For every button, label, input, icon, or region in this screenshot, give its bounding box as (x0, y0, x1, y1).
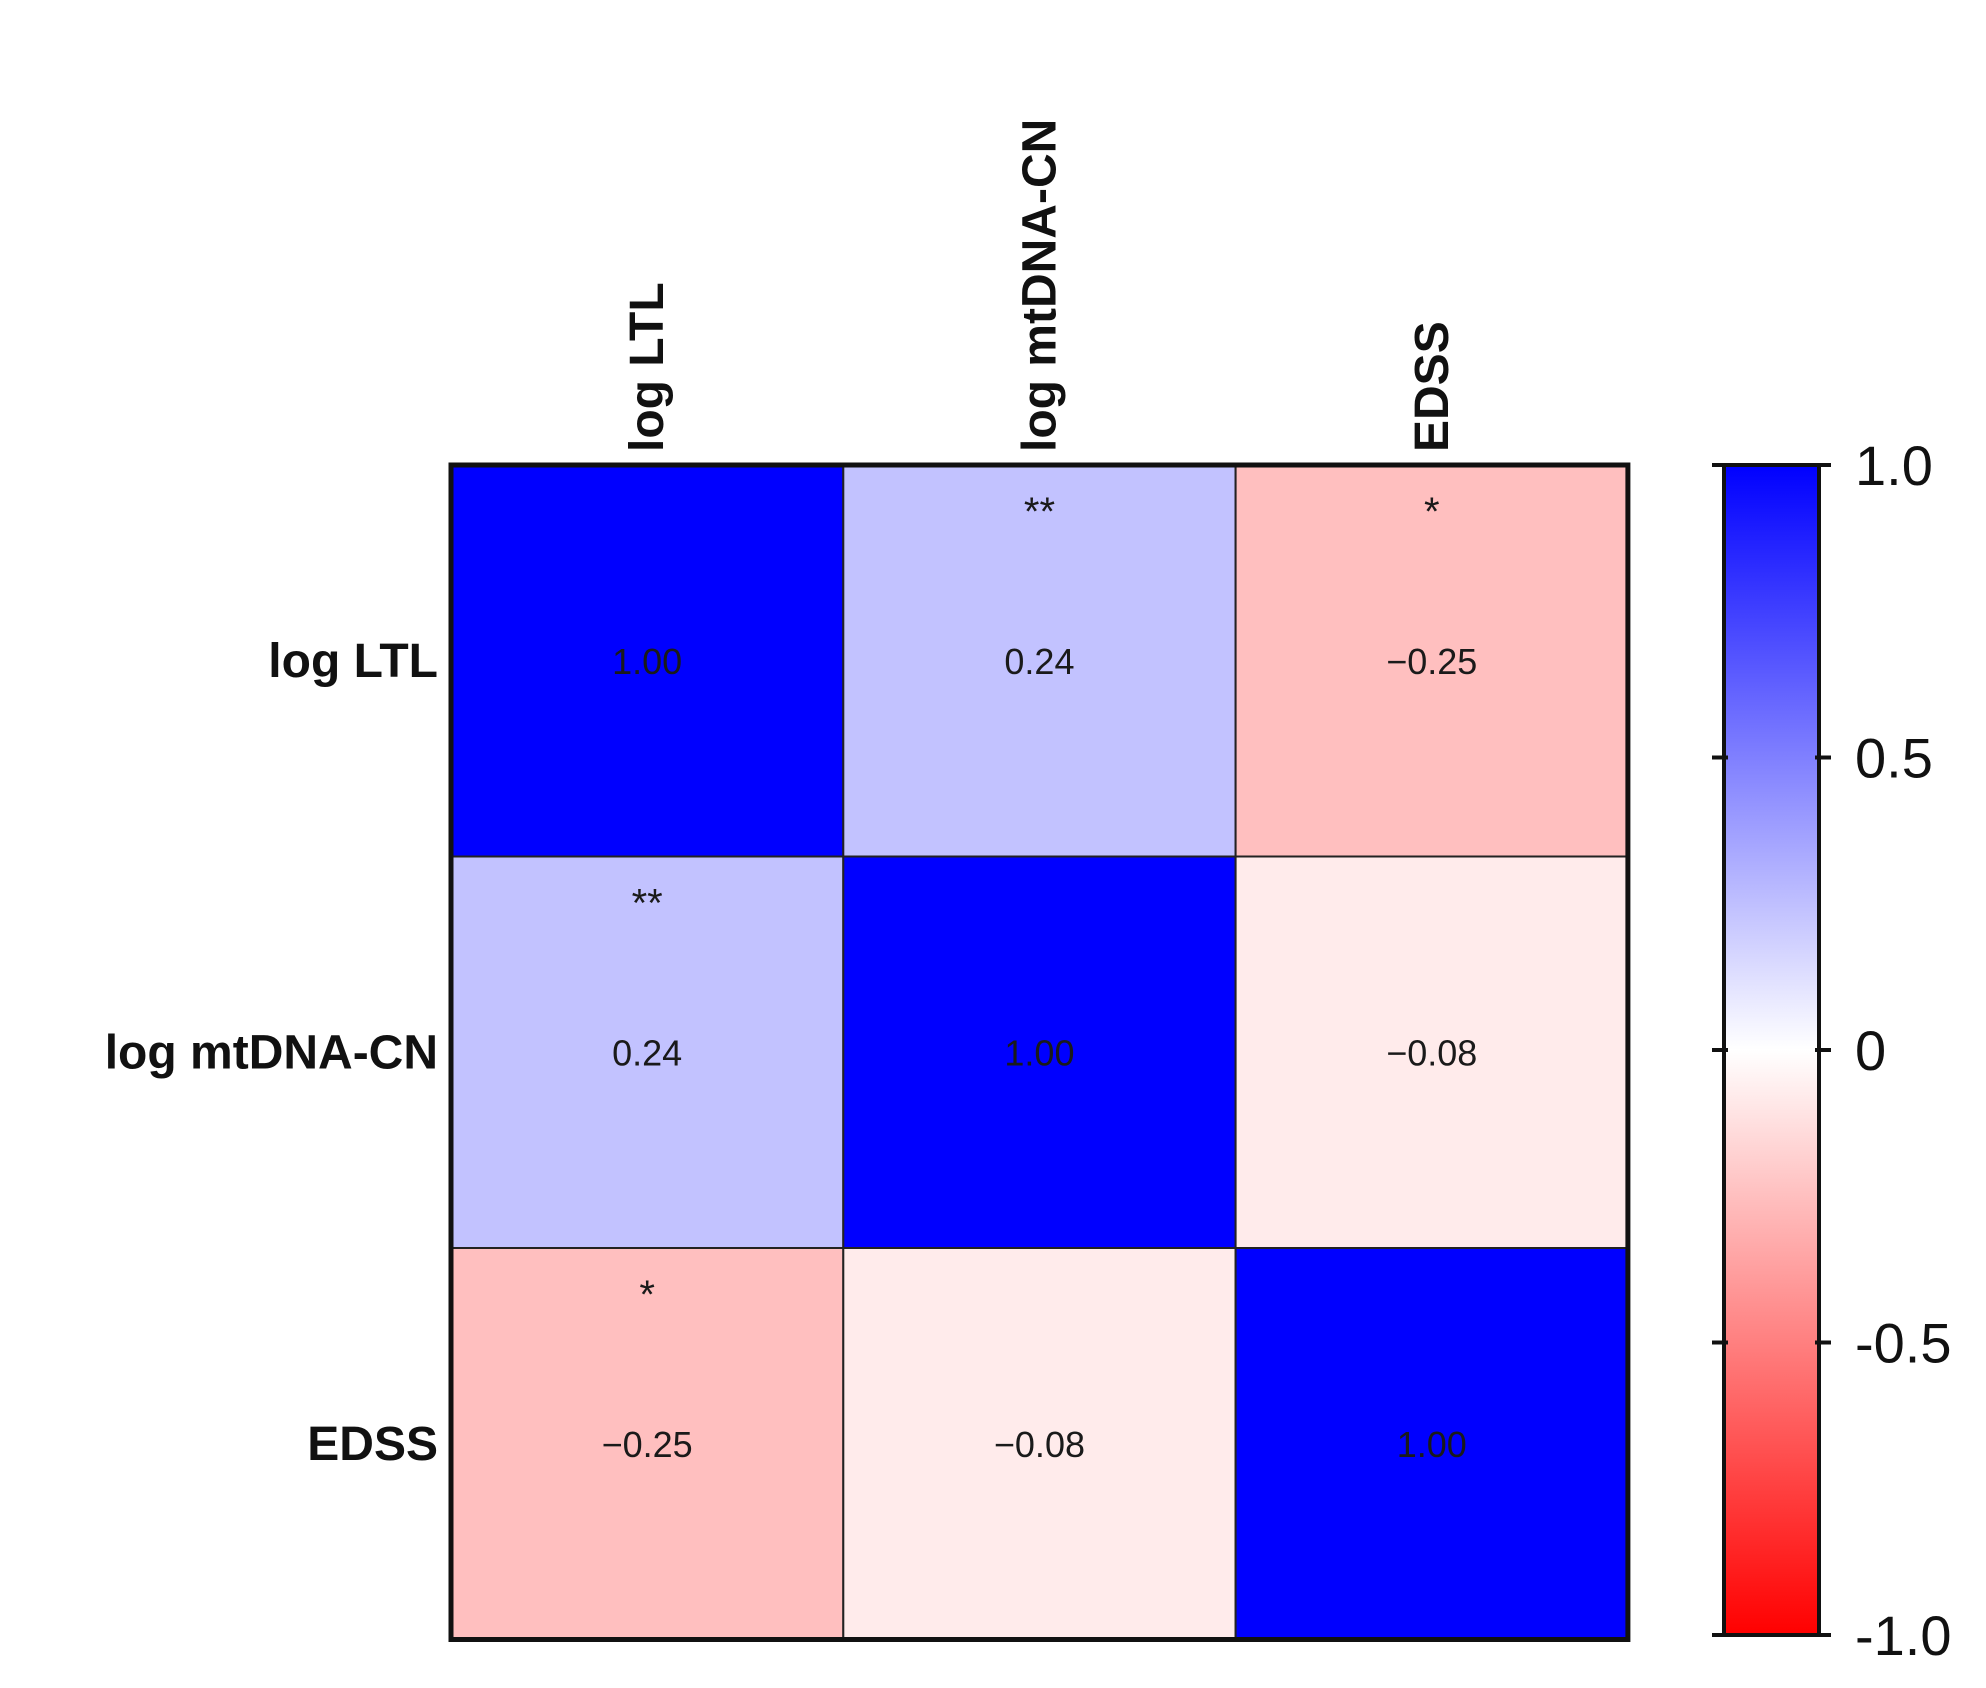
color-scale-legend: 1.0 0.5 0 -0.5 -1.0 (1712, 434, 1952, 1667)
cell-value-label: −0.25 (602, 1424, 693, 1465)
significance-marker: ** (1024, 490, 1055, 534)
heatmap-cell (842, 855, 1237, 1249)
color-scale-tick-label: 1.0 (1855, 434, 1933, 497)
heatmap-cell (1234, 855, 1629, 1249)
cell-value-label: 1.00 (612, 641, 682, 682)
heatmap-cell (450, 855, 845, 1249)
color-scale-bar (1722, 463, 1821, 1637)
color-scale-tick-label: -1.0 (1855, 1604, 1952, 1667)
heatmap-cell (842, 1247, 1237, 1641)
cell-value-label: −0.08 (1386, 1032, 1477, 1073)
column-label: EDSS (1406, 321, 1459, 452)
heatmap-grid: 1.00 0.24 ** −0.25 * 0.24 ** 1.00 −0.08 −0.25 * −0.… (448, 462, 1631, 1642)
heatmap-cell (450, 464, 845, 858)
cell-value-label: 0.24 (1004, 641, 1074, 682)
cell-value-label: 1.00 (1397, 1424, 1467, 1465)
heatmap-cell (842, 464, 1237, 858)
cell-value-label: 1.00 (1004, 1032, 1074, 1073)
row-label: EDSS (307, 1418, 438, 1471)
row-label: log mtDNA-CN (105, 1026, 438, 1079)
color-scale-tick-label: -0.5 (1855, 1312, 1952, 1375)
cell-value-label: −0.25 (1386, 641, 1477, 682)
column-label: log LTL (621, 282, 674, 452)
cell-value-label: 0.24 (612, 1032, 682, 1073)
heatmap-cell (450, 1247, 845, 1641)
color-scale-tick-label: 0.5 (1855, 727, 1933, 790)
heatmap-axis-labels: log LTL log LTL log mtDNA-CN log mtDNA-CN ED… (105, 119, 1459, 1471)
column-label: log mtDNA-CN (1013, 119, 1066, 452)
significance-marker: ** (632, 882, 663, 926)
heatmap-border (448, 462, 1631, 1642)
cell-value-label: −0.08 (994, 1424, 1085, 1465)
significance-marker: * (639, 1273, 655, 1317)
row-label: log LTL (268, 635, 438, 688)
significance-marker: * (1424, 490, 1440, 534)
color-scale-tick-label: 0 (1855, 1019, 1886, 1082)
